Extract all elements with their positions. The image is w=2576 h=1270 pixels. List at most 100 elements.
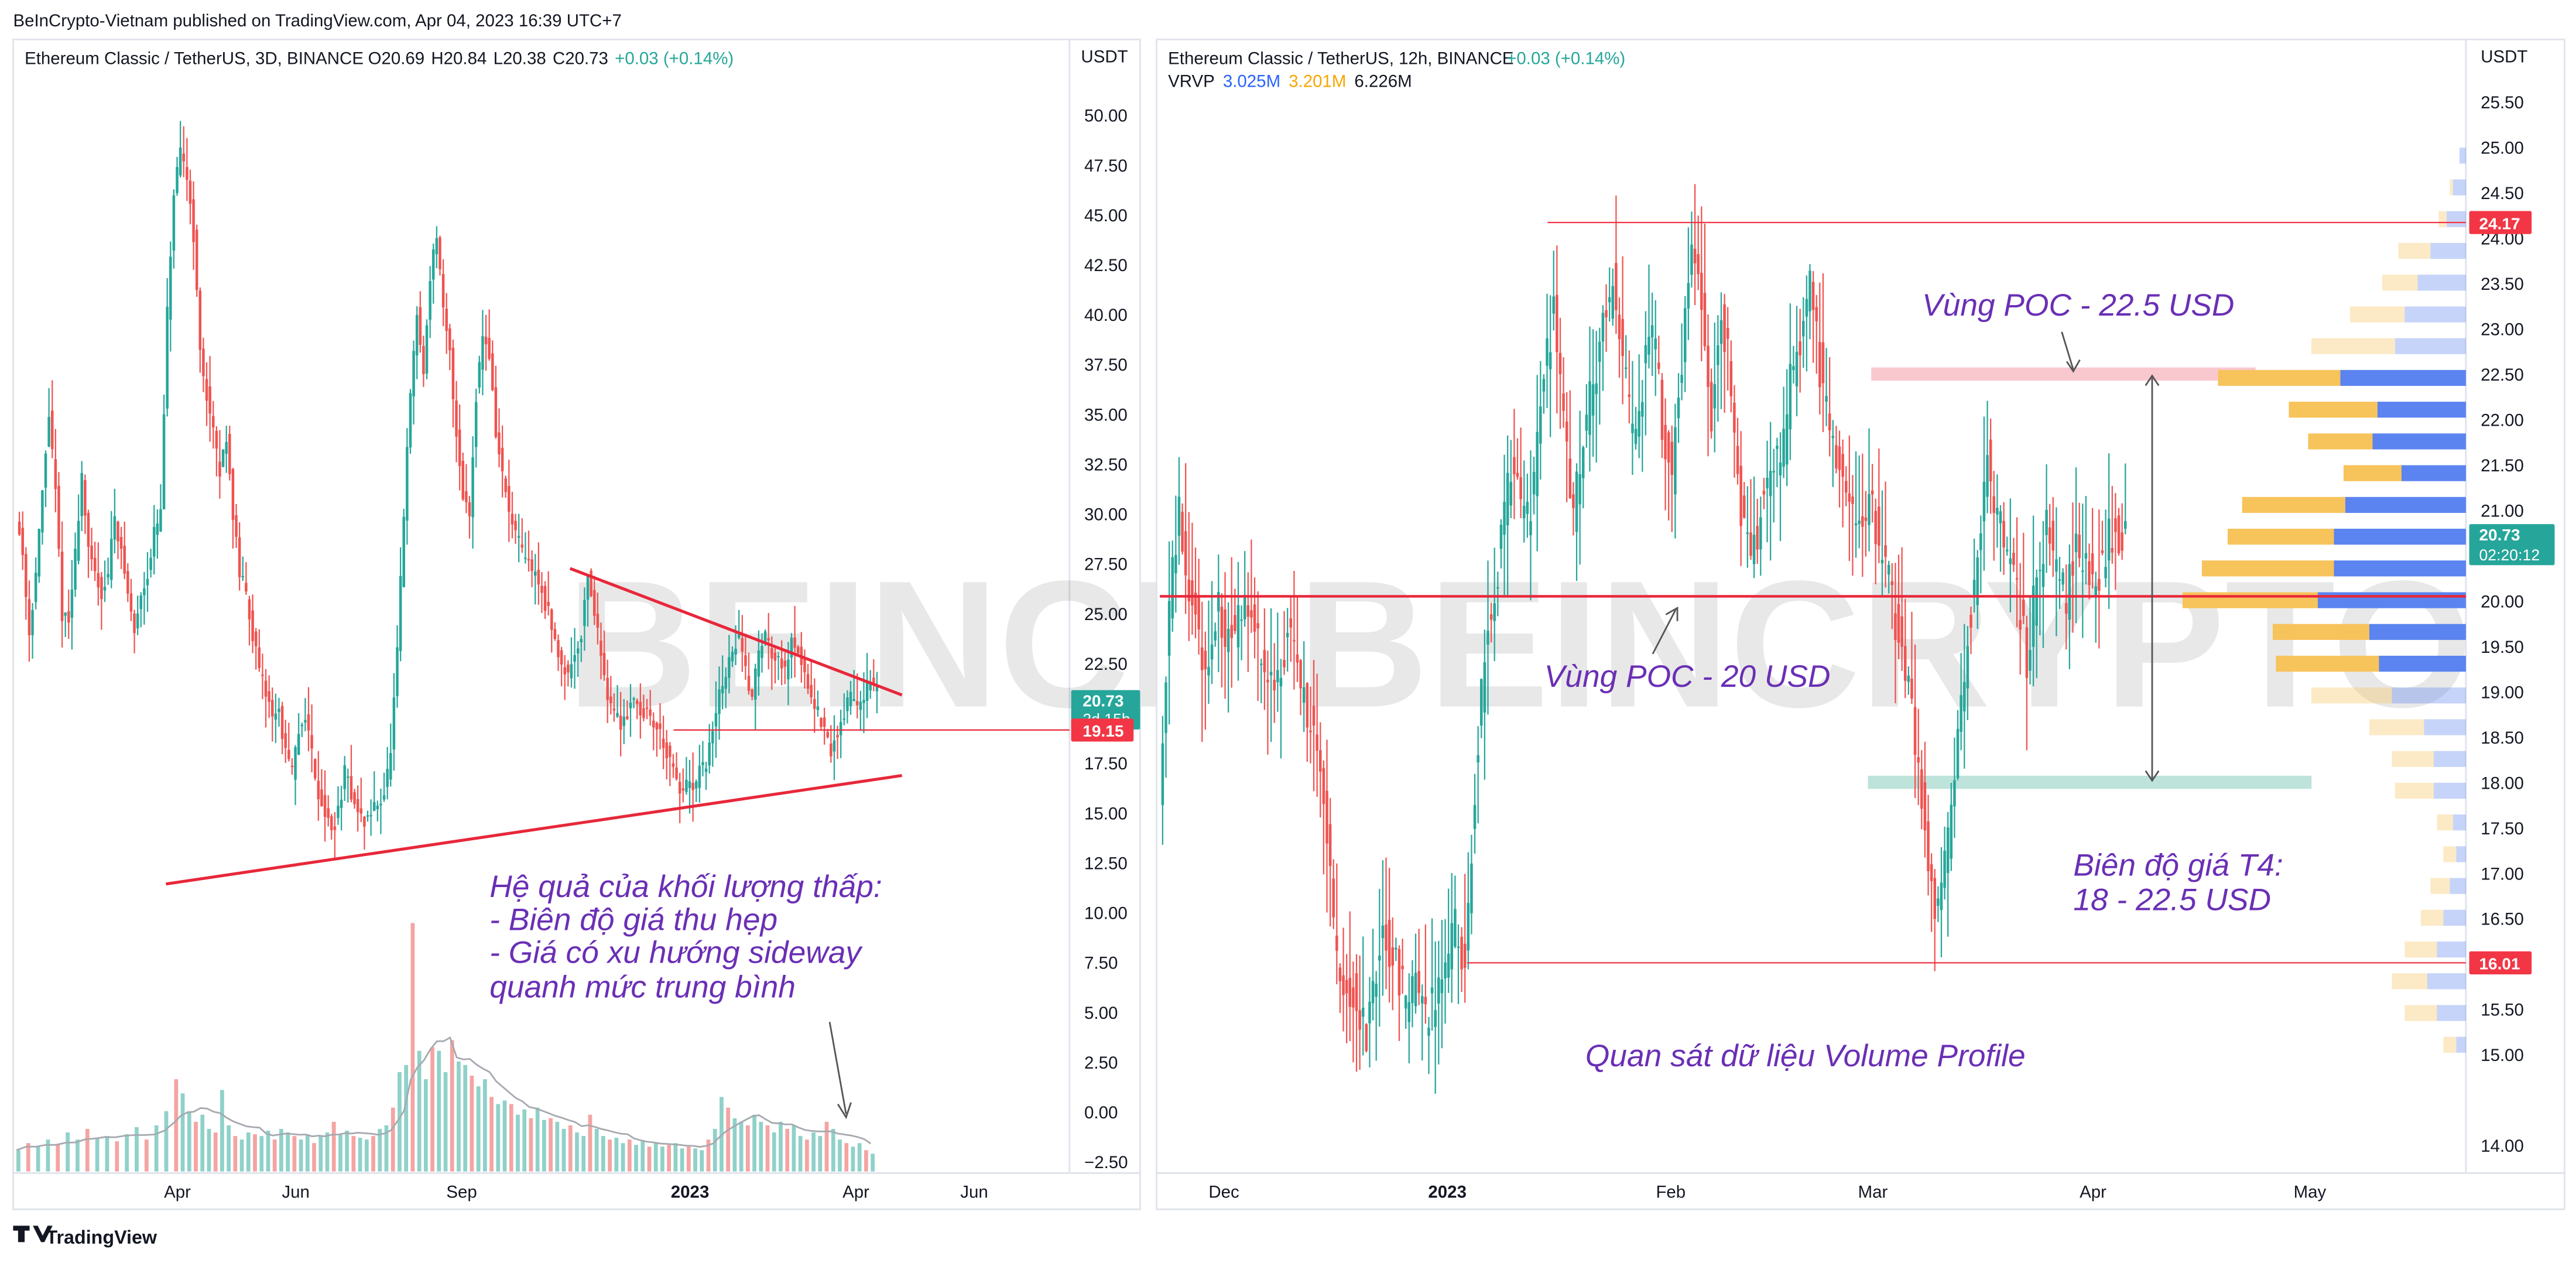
left-volume-bar [871,1153,875,1172]
right-candle [1818,282,1821,415]
left-chart-panel[interactable]: BEINCRYPTO 50.0047.5045.0042.5040.0037.5… [12,38,1742,1210]
left-candle [830,725,833,763]
right-candle [1588,326,1591,472]
left-candle [767,612,770,670]
right-candle [1532,457,1536,515]
right-candle [2065,564,2068,650]
left-candle [662,716,665,769]
left-volume-bar [851,1146,855,1172]
left-volume-bar [535,1107,540,1172]
right-candle [2039,542,2041,636]
left-candle [865,653,869,718]
resistance-trendline[interactable] [569,567,903,697]
left-volume-bar [378,1129,382,1172]
left-candle [524,532,527,564]
right-x-tick-label: Dec [1208,1183,1239,1202]
left-price-axis[interactable] [1068,38,1141,1174]
left-volume-bar [390,1107,395,1172]
left-volume-bar [345,1131,350,1172]
right-y-tick-label: 16.50 [2481,910,2524,929]
right-candle [1868,428,1871,552]
left-candle [537,542,540,605]
left-volume-bar [115,1141,119,1172]
left-candle [491,340,494,392]
left-volume-bar [667,1145,672,1172]
left-candle [317,751,320,821]
left-volume-bar [364,1139,369,1172]
left-candle [47,388,50,447]
right-candle [2117,508,2121,556]
right-candle [1345,954,1348,1043]
volume-profile-caption: Quan sát dữ liệu Volume Profile [1585,1039,2026,1073]
left-candle [859,690,862,731]
range-low-zone[interactable] [1868,775,2312,789]
tradingview-logo[interactable]: TradingView [13,1226,157,1248]
left-candle [790,633,793,679]
left-candle [44,450,47,508]
right-candle [1927,795,1930,896]
right-candle [1789,303,1792,460]
right-candle [1322,760,1325,875]
left-candle [290,758,294,775]
left-volume-bar [135,1127,139,1172]
left-candle [649,690,652,726]
right-candle [1220,593,1224,687]
right-candle [1395,937,1397,961]
right-candle [1736,417,1739,485]
svg-text:24.17: 24.17 [2479,214,2520,232]
right-candle [1385,857,1388,990]
left-volume-bar [857,1143,862,1172]
left-volume-bar [621,1143,625,1172]
left-annotation-line: - Giá có xu hướng sideway [489,935,863,970]
left-volume-bar [516,1114,520,1172]
left-candle [455,381,458,463]
right-candle [1969,607,1972,655]
left-candle [107,557,109,585]
right-candle [1167,541,1171,725]
poc-high-zone[interactable] [1871,367,2256,381]
left-candle [50,380,54,458]
svg-text:02:20:12: 02:20:12 [2479,546,2540,564]
right-x-tick-label: 2023 [1428,1183,1467,1202]
left-candle [701,741,704,776]
left-candle [708,724,711,774]
right-chart-panel[interactable]: BEINCRYPTO 25.5025.0024.5024.0023.5023.0… [1156,38,2565,1210]
left-candle [149,549,152,578]
left-volume-bar [200,1114,205,1172]
right-y-tick-label: 18.00 [2481,773,2524,793]
support-trendline[interactable] [166,773,902,886]
right-candle [1483,629,1486,780]
left-candle [176,157,179,196]
left-volume-bar [811,1132,816,1172]
left-candle [84,474,87,534]
left-candle [813,678,816,733]
left-candle [93,542,97,581]
right-candle [2071,502,2074,633]
left-candle [271,687,274,742]
right-candle [1348,911,1352,1041]
right-time-axis[interactable] [1156,1172,2565,1210]
left-time-axis[interactable] [12,1172,1141,1210]
left-candle [816,690,820,717]
left-candle [320,769,323,807]
right-y-tick-label: 22.00 [2481,411,2524,430]
right-candle [1434,941,1437,1094]
left-volume-bar [496,1104,501,1172]
right-candle [1972,538,1976,612]
left-candle [34,557,37,610]
left-candle [681,768,685,803]
left-y-tick-label: 37.50 [1084,355,1128,375]
left-volume-bar [125,1134,129,1172]
left-candle [803,649,806,689]
left-candle [576,641,580,677]
volume-profile-row [2218,369,2466,386]
right-candle [1605,284,1608,352]
left-volume-bar [338,1134,342,1172]
right-candle [1601,305,1605,391]
right-candle [1404,995,1407,1029]
left-annotation-line: Hệ quả của khối lượng thấp: [489,870,882,904]
left-volume-bar [476,1086,481,1172]
volume-profile-row [2392,973,2466,990]
right-candle [1680,323,1683,400]
